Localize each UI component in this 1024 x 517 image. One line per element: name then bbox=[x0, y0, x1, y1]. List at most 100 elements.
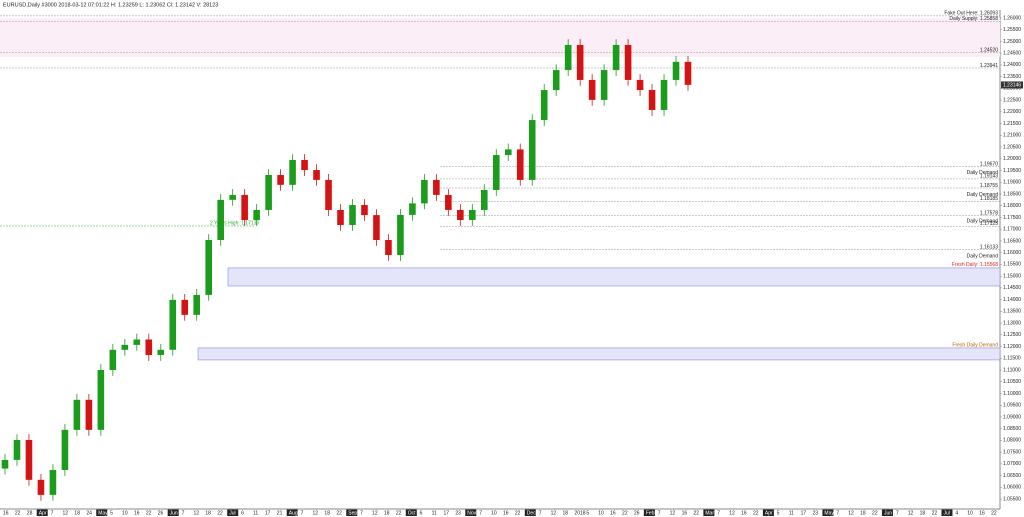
y-tick-label: 1.08500 bbox=[1003, 426, 1021, 432]
x-tick-label: 22 bbox=[396, 510, 402, 516]
x-tick-label: 28 bbox=[27, 510, 33, 516]
y-tick-label: 1.18500 bbox=[1003, 191, 1021, 197]
candle-body bbox=[409, 203, 416, 215]
candle-body bbox=[253, 209, 260, 221]
x-tick-label: 22 bbox=[991, 510, 997, 516]
y-tick-label: 1.13000 bbox=[1003, 320, 1021, 326]
candle-body bbox=[564, 44, 572, 71]
month-box bbox=[96, 509, 108, 516]
y-tick-label: 1.17500 bbox=[1003, 215, 1021, 221]
y-tick-label: 1.23000 bbox=[1003, 86, 1021, 92]
x-tick-label: May bbox=[824, 510, 834, 516]
candle-body bbox=[576, 44, 584, 80]
y-tick-label: 1.22500 bbox=[1003, 97, 1021, 103]
candle-body bbox=[109, 349, 117, 371]
candle-body bbox=[325, 179, 332, 210]
y-tick-label: 1.16500 bbox=[1003, 238, 1021, 244]
candle-body bbox=[157, 349, 165, 355]
x-tick-label: 12 bbox=[729, 510, 735, 516]
x-tick-label: 17 bbox=[443, 510, 449, 516]
y-tick-label: 1.09500 bbox=[1003, 403, 1021, 409]
x-tick-label: 16 bbox=[610, 510, 616, 516]
candle-body bbox=[600, 70, 608, 100]
candle-body bbox=[73, 399, 81, 430]
x-tick-label: 22 bbox=[15, 510, 21, 516]
x-tick-label: 12 bbox=[372, 510, 378, 516]
candle-body bbox=[229, 194, 236, 200]
candle-body bbox=[492, 155, 500, 191]
y-tick-label: 1.21000 bbox=[1003, 133, 1021, 139]
candle-body bbox=[624, 44, 632, 80]
x-tick-label: Jun bbox=[884, 510, 892, 516]
candle-body bbox=[552, 70, 560, 91]
x-tick-label: 22 bbox=[693, 510, 699, 516]
candle-body bbox=[25, 439, 33, 480]
candle-body bbox=[85, 399, 93, 430]
month-box bbox=[822, 509, 834, 516]
candle-body bbox=[612, 44, 620, 71]
candle-body bbox=[648, 90, 656, 110]
x-tick-label: 23 bbox=[813, 510, 819, 516]
y-tick-label: 1.08000 bbox=[1003, 438, 1021, 444]
level-label: 1.23941 bbox=[980, 63, 998, 69]
candle-body bbox=[660, 79, 668, 110]
y-tick-label: 1.10000 bbox=[1003, 391, 1021, 397]
y-tick-label: 1.20500 bbox=[1003, 144, 1021, 150]
x-tick-label: 12 bbox=[313, 510, 319, 516]
candle-body bbox=[61, 429, 69, 470]
y-tick-label: 1.13500 bbox=[1003, 309, 1021, 315]
y-tick-label: 1.14500 bbox=[1003, 285, 1021, 291]
x-tick-label: Apr bbox=[39, 510, 47, 516]
x-tick-label: 22 bbox=[217, 510, 223, 516]
candle-body bbox=[457, 209, 464, 221]
x-tick-label: Nov bbox=[467, 510, 476, 516]
demand-zone bbox=[227, 267, 1001, 287]
x-tick-label: 22 bbox=[622, 510, 628, 516]
x-tick-label: 7 bbox=[836, 510, 839, 516]
x-tick-label: 11 bbox=[253, 510, 258, 516]
level-label: 1.24520 bbox=[980, 48, 998, 54]
x-tick-label: Jul bbox=[229, 510, 235, 516]
y-tick-label: 1.24500 bbox=[1003, 51, 1021, 57]
x-tick-label: 10 bbox=[967, 510, 973, 516]
x-tick-label: Feb bbox=[646, 510, 655, 516]
candle-body bbox=[636, 79, 644, 91]
candle-body bbox=[504, 149, 512, 156]
x-tick-label: 7 bbox=[539, 510, 542, 516]
y-tick-label: 1.11000 bbox=[1003, 367, 1021, 373]
candle-body bbox=[301, 159, 308, 171]
y-tick-label: 1.23500 bbox=[1003, 74, 1021, 80]
candle-body bbox=[337, 209, 344, 225]
y-tick-label: 1.11500 bbox=[1003, 356, 1021, 362]
candle-body bbox=[277, 174, 284, 185]
candle-body bbox=[133, 339, 141, 345]
month-box bbox=[703, 509, 715, 516]
price-marker bbox=[1001, 81, 1023, 89]
x-tick-label: 12 bbox=[193, 510, 199, 516]
x-tick-label: Mar bbox=[705, 510, 714, 516]
x-tick-label: Sep bbox=[348, 510, 357, 516]
zone-label: Fresh Daily Demand bbox=[952, 342, 998, 348]
x-tick-label: 22 bbox=[336, 510, 342, 516]
x-tick-label: May bbox=[98, 510, 108, 516]
candle-body bbox=[385, 239, 392, 256]
candle-body bbox=[361, 205, 368, 216]
y-tick-label: 1.20000 bbox=[1003, 156, 1021, 162]
y-tick-label: 1.26000 bbox=[1003, 15, 1021, 21]
x-tick-label: 16 bbox=[134, 510, 140, 516]
candle-body bbox=[193, 294, 201, 315]
x-tick-label: Aug bbox=[289, 510, 298, 516]
candle-body bbox=[121, 344, 129, 350]
x-tick-label: 11 bbox=[432, 510, 437, 516]
x-tick-label: 22 bbox=[753, 510, 759, 516]
x-tick-label: 18 bbox=[74, 510, 80, 516]
x-tick-label: 18 bbox=[860, 510, 866, 516]
x-tick-label: 12 bbox=[551, 510, 557, 516]
x-tick-label: 12 bbox=[63, 510, 69, 516]
x-tick-label: 17 bbox=[801, 510, 807, 516]
x-tick-label: 21 bbox=[277, 510, 283, 516]
level-label: Daily Supply: 1.25858 bbox=[949, 16, 998, 22]
x-tick-label: 7 bbox=[896, 510, 899, 516]
candle-body bbox=[313, 170, 320, 180]
